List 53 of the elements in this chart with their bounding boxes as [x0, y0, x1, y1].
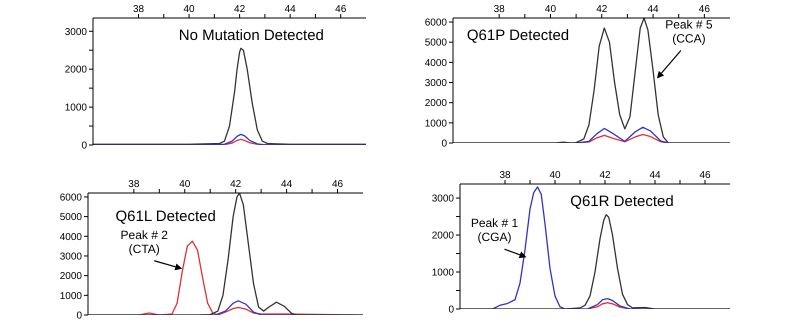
x-tick-label: 44 — [647, 4, 660, 15]
line-series — [453, 18, 730, 143]
text: Q61P Detected — [466, 27, 570, 44]
x-tick-label: 42 — [230, 179, 242, 190]
x-tick-label: 42 — [596, 4, 608, 15]
annotation: Peak # 5 (CCA) — [665, 17, 713, 46]
x-tick-label: 44 — [649, 170, 661, 181]
x-tick-label: 40 — [179, 179, 191, 190]
y-tick-label: 2000 — [64, 64, 88, 76]
y-tick-label: 4000 — [424, 58, 448, 69]
text: Q61R Detected — [570, 193, 674, 210]
x-tick-label: 44 — [281, 179, 293, 190]
y-tick-label: 3000 — [60, 252, 82, 263]
y-tick-label: 0 — [441, 138, 448, 150]
x-tick-label: 42 — [599, 170, 611, 181]
y-tick-label: 3000 — [424, 78, 448, 90]
text: No Mutation Detected — [178, 27, 324, 44]
y-tick-label: 0 — [81, 140, 88, 152]
y-tick-label: 5000 — [424, 38, 448, 49]
y-tick-label: 3000 — [432, 194, 454, 205]
y-tick-label: 2000 — [432, 230, 454, 242]
x-tick-label: 38 — [128, 179, 140, 190]
y-tick-label: 0 — [448, 304, 454, 316]
y-tick-label: 1000 — [64, 102, 88, 114]
line-series — [460, 214, 730, 309]
y-tick-label: 6000 — [60, 192, 82, 204]
text: Q61L Detected — [116, 208, 216, 225]
x-tick-label: 42 — [234, 4, 246, 15]
x-tick-label: 46 — [332, 179, 344, 190]
x-tick-label: 38 — [132, 4, 144, 15]
x-tick-label: 38 — [494, 4, 506, 15]
line-series — [93, 48, 366, 145]
y-tick-label: 1000 — [432, 268, 454, 279]
x-tick-label: 46 — [698, 4, 710, 15]
y-tick-label: 2000 — [60, 271, 82, 282]
x-tick-label: 38 — [499, 170, 511, 181]
x-tick-label: 40 — [549, 170, 561, 181]
annotation: Peak # 1 (CGA) — [470, 216, 519, 244]
x-tick-label: 40 — [544, 4, 556, 15]
y-tick-label: 2000 — [424, 98, 448, 110]
y-tick-label: 4000 — [60, 232, 82, 243]
x-tick-label: 46 — [335, 4, 347, 15]
x-tick-label: 46 — [699, 170, 711, 181]
y-tick-label: 1000 — [60, 290, 82, 302]
y-tick-label: 3000 — [64, 26, 88, 38]
x-tick-label: 44 — [284, 4, 296, 15]
y-tick-label: 6000 — [424, 18, 448, 29]
y-tick-label: 0 — [76, 310, 82, 322]
line-series — [88, 193, 363, 315]
x-tick-label: 40 — [183, 4, 196, 15]
annotation: Peak # 2 (CTA) — [120, 228, 168, 256]
y-tick-label: 1000 — [424, 118, 448, 130]
y-tick-label: 5000 — [60, 212, 82, 224]
